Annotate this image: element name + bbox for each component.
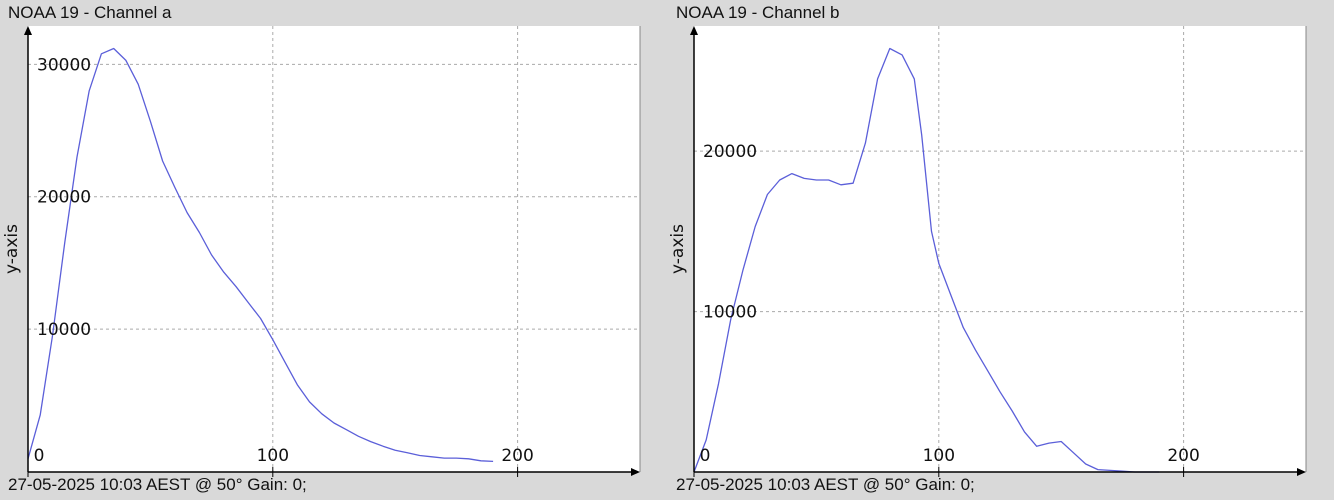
chart-title: NOAA 19 - Channel b (676, 3, 840, 22)
plot-area: 0 100 200 10000 20000 y-axis (668, 26, 1307, 477)
chart-panel-channel-b: NOAA 19 - Channel b 0 100 200 10000 20000 y-a… (667, 0, 1334, 500)
x-axis-arrow (631, 468, 640, 476)
chart-footer: 27-05-2025 10:03 AEST @ 50° Gain: 0; (8, 475, 307, 494)
plot-area: 0 100 200 10000 20000 30000 y-axis (2, 26, 641, 477)
x-tick-label: 100 (257, 446, 289, 466)
y-tick-label: 20000 (703, 142, 757, 162)
chart-svg: 0 100 200 10000 20000 30000 y-axis (2, 26, 641, 477)
y-axis-title: y-axis (2, 224, 22, 274)
y-axis-arrow (24, 26, 32, 35)
y-tick-label: 10000 (37, 320, 91, 340)
y-tick-label: 10000 (703, 303, 757, 323)
series-line (693, 47, 1160, 473)
series-line (27, 47, 494, 463)
y-axis-title: y-axis (668, 224, 688, 274)
x-tick-label: 0 (34, 446, 45, 466)
chart-svg: 0 100 200 10000 20000 y-axis (668, 26, 1307, 477)
chart-title: NOAA 19 - Channel a (8, 3, 172, 22)
x-tick-label: 200 (1167, 446, 1199, 466)
chart-panel-channel-a: NOAA 19 - Channel a 0 100 200 10000 20000 300… (2, 3, 641, 494)
chart-footer: 27-05-2025 10:03 AEST @ 50° Gain: 0; (676, 475, 975, 494)
y-tick-label: 30000 (37, 55, 91, 75)
y-tick-label: 20000 (37, 188, 91, 208)
x-tick-label: 100 (923, 446, 955, 466)
y-axis-arrow (690, 26, 698, 35)
x-tick-label: 0 (700, 446, 711, 466)
x-axis-arrow (1297, 468, 1306, 476)
x-tick-label: 200 (501, 446, 533, 466)
